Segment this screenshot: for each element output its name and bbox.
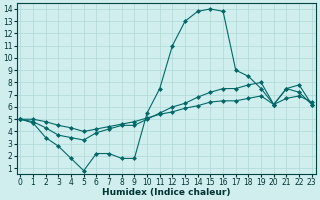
X-axis label: Humidex (Indice chaleur): Humidex (Indice chaleur) — [102, 188, 230, 197]
